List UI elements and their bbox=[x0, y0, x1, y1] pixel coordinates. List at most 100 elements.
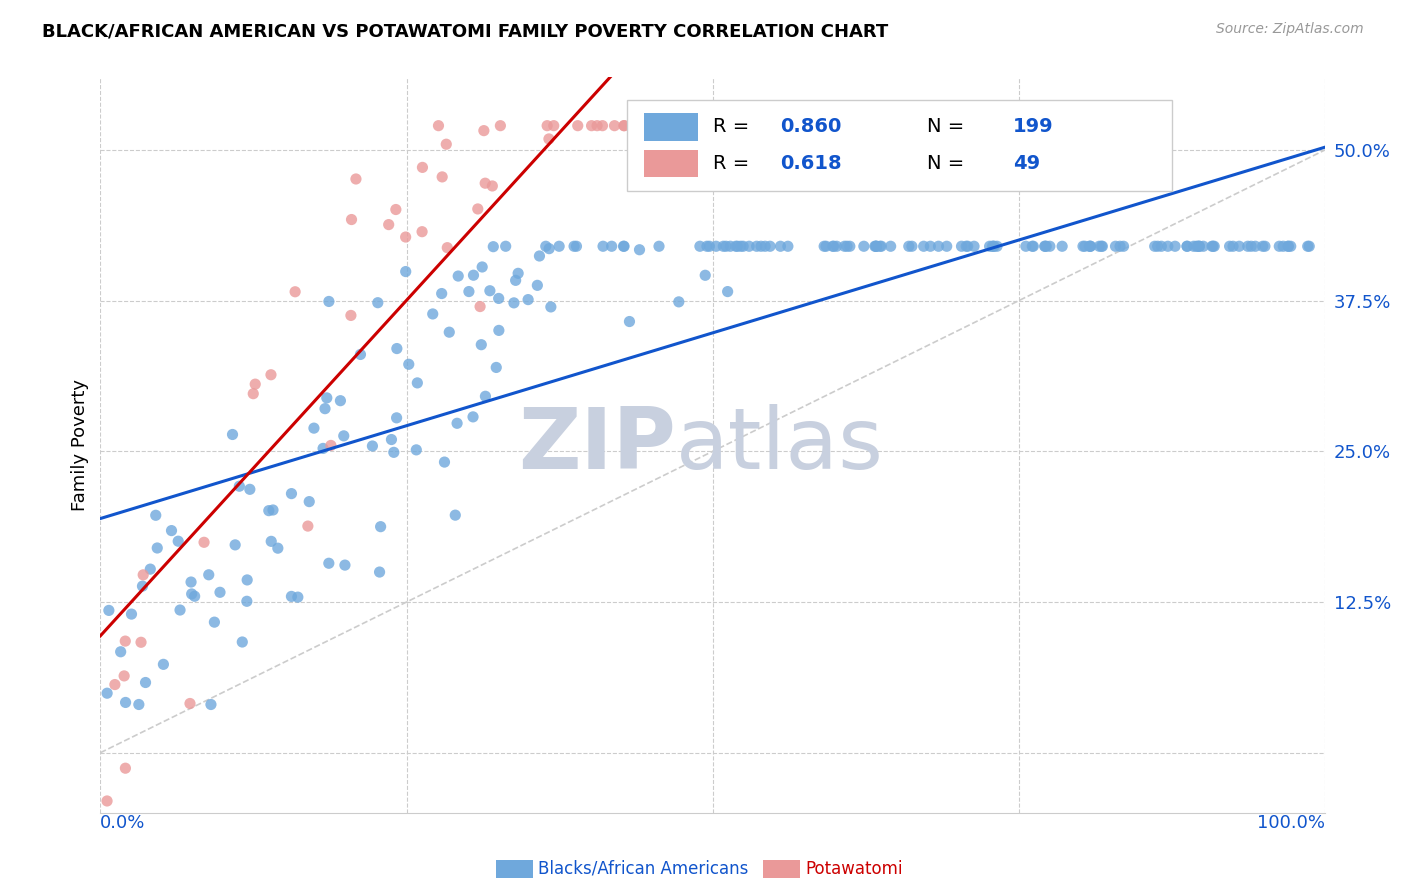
Point bbox=[1272, 239, 1295, 253]
Point bbox=[1222, 239, 1244, 253]
Point bbox=[344, 172, 367, 186]
Point bbox=[202, 615, 225, 629]
Point bbox=[395, 264, 418, 278]
Point bbox=[879, 239, 901, 253]
Point bbox=[411, 161, 433, 175]
Point bbox=[529, 249, 551, 263]
Text: BLACK/AFRICAN AMERICAN VS POTAWATOMI FAMILY POVERTY CORRELATION CHART: BLACK/AFRICAN AMERICAN VS POTAWATOMI FAM… bbox=[42, 22, 889, 40]
Point bbox=[169, 603, 191, 617]
Point bbox=[395, 230, 418, 244]
Point bbox=[224, 538, 246, 552]
Point bbox=[332, 429, 354, 443]
Point bbox=[257, 503, 280, 517]
Point bbox=[1182, 239, 1205, 253]
Point bbox=[835, 239, 858, 253]
Point bbox=[1157, 239, 1180, 253]
Point bbox=[612, 239, 634, 253]
Point bbox=[368, 565, 391, 579]
Point bbox=[145, 508, 167, 523]
Point bbox=[1150, 239, 1173, 253]
Point bbox=[405, 442, 427, 457]
Point bbox=[1251, 239, 1274, 253]
Point bbox=[935, 239, 957, 253]
Point bbox=[262, 503, 284, 517]
Point bbox=[1112, 239, 1135, 253]
Point bbox=[696, 239, 718, 253]
Point bbox=[695, 268, 717, 283]
Point bbox=[1146, 239, 1168, 253]
Point bbox=[318, 556, 340, 570]
Point bbox=[1080, 239, 1102, 253]
Point bbox=[280, 590, 302, 604]
Point bbox=[152, 657, 174, 672]
Point bbox=[603, 119, 626, 133]
Text: 0.860: 0.860 bbox=[780, 117, 842, 136]
Point bbox=[228, 479, 250, 493]
Point bbox=[446, 417, 468, 431]
Point bbox=[600, 239, 623, 253]
Point bbox=[474, 176, 496, 190]
Point bbox=[1090, 239, 1112, 253]
Point bbox=[1236, 239, 1258, 253]
Point bbox=[534, 239, 557, 253]
Point bbox=[865, 239, 887, 253]
Point bbox=[406, 376, 429, 390]
Point bbox=[447, 268, 470, 283]
Point bbox=[738, 239, 761, 253]
Point bbox=[1185, 239, 1208, 253]
Point bbox=[714, 239, 737, 253]
Point bbox=[1254, 239, 1277, 253]
Point bbox=[114, 695, 136, 709]
Point bbox=[628, 243, 651, 257]
Point bbox=[548, 239, 571, 253]
Point bbox=[239, 483, 262, 497]
Point bbox=[668, 294, 690, 309]
Point bbox=[297, 519, 319, 533]
Point bbox=[838, 239, 860, 253]
Point bbox=[380, 433, 402, 447]
Point bbox=[1204, 239, 1226, 253]
Point bbox=[208, 585, 231, 599]
Point bbox=[472, 123, 495, 137]
Point bbox=[983, 239, 1005, 253]
Point bbox=[114, 761, 136, 775]
Point bbox=[430, 286, 453, 301]
Point bbox=[538, 242, 561, 256]
Point bbox=[745, 239, 768, 253]
Point bbox=[1244, 239, 1267, 253]
Point bbox=[433, 455, 456, 469]
Point bbox=[180, 587, 202, 601]
Point bbox=[1033, 239, 1056, 253]
Point bbox=[471, 260, 494, 274]
Text: N =: N = bbox=[927, 117, 970, 136]
Point bbox=[298, 494, 321, 508]
Point bbox=[508, 266, 530, 280]
Point bbox=[284, 285, 307, 299]
Point bbox=[96, 794, 118, 808]
Point bbox=[458, 285, 481, 299]
Point bbox=[370, 519, 392, 533]
Point bbox=[1050, 239, 1073, 253]
Point bbox=[869, 239, 891, 253]
Point bbox=[489, 119, 512, 133]
Point bbox=[648, 239, 671, 253]
Point bbox=[870, 239, 893, 253]
Point bbox=[718, 239, 741, 253]
Point bbox=[422, 307, 444, 321]
Y-axis label: Family Poverty: Family Poverty bbox=[72, 379, 89, 511]
Point bbox=[329, 393, 352, 408]
Point bbox=[1039, 239, 1062, 253]
Point bbox=[315, 391, 337, 405]
Point bbox=[979, 239, 1001, 253]
Point bbox=[146, 541, 169, 555]
Point bbox=[754, 239, 776, 253]
Point bbox=[1227, 239, 1250, 253]
Point bbox=[813, 239, 835, 253]
Point bbox=[385, 410, 408, 425]
Point bbox=[1078, 239, 1101, 253]
Point bbox=[221, 427, 243, 442]
Point bbox=[132, 567, 155, 582]
Point bbox=[897, 239, 920, 253]
Point bbox=[1074, 239, 1097, 253]
Point bbox=[1035, 239, 1057, 253]
